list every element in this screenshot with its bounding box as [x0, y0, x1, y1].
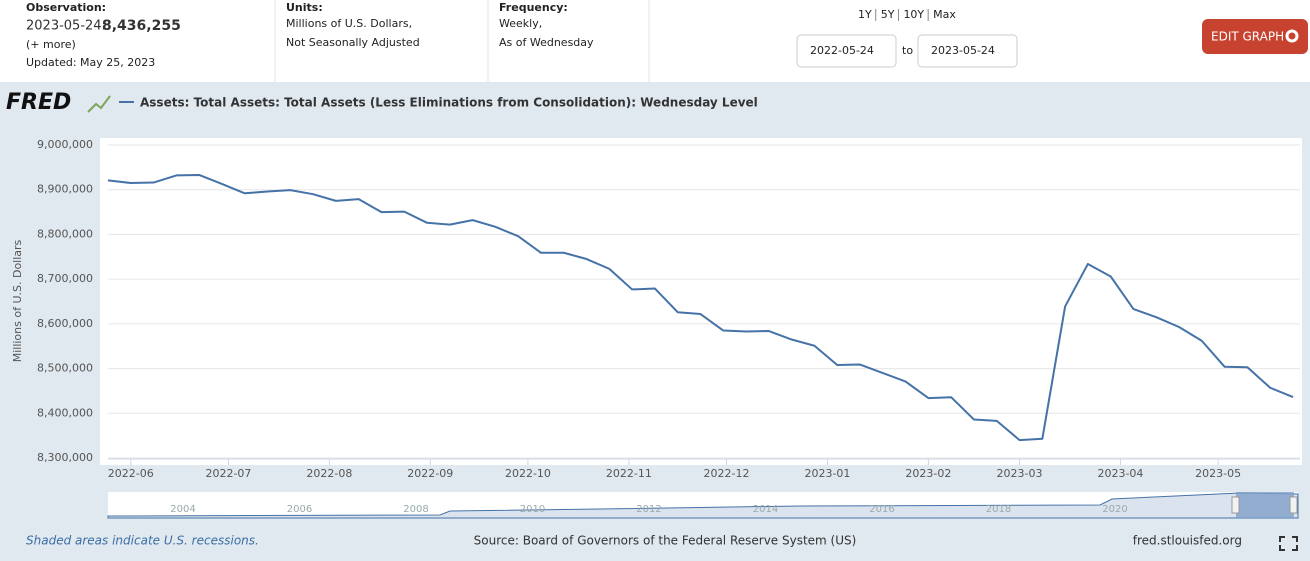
navigator-label: 2016: [869, 504, 894, 515]
x-tick-label: 2022-07: [205, 467, 251, 480]
units-line: Millions of U.S. Dollars,: [286, 17, 412, 30]
navigator-label: 2018: [986, 504, 1011, 515]
units-line: Not Seasonally Adjusted: [286, 36, 420, 49]
y-tick-label: 8,700,000: [37, 272, 93, 285]
gear-icon: [1285, 29, 1299, 43]
navigator-label: 2020: [1102, 504, 1127, 515]
header-bar: [0, 0, 1310, 82]
range-link[interactable]: 10Y: [903, 8, 924, 21]
y-tick-label: 8,900,000: [37, 183, 93, 196]
frequency-line: As of Wednesday: [499, 36, 594, 49]
observation-value: 8,436,255: [102, 18, 181, 34]
x-tick-label: 2022-08: [306, 467, 352, 480]
units-label: Units:: [286, 1, 323, 14]
fred-logo: FRED: [6, 90, 71, 115]
navigator-label: 2006: [287, 504, 312, 515]
observation-date: 2023-05-24:: [26, 19, 106, 34]
y-tick-label: 8,800,000: [37, 227, 93, 240]
to-label: to: [902, 44, 913, 57]
navigator-label: 2010: [520, 504, 545, 515]
series-line: [107, 173, 1294, 442]
x-tick-label: 2022-09: [407, 467, 453, 480]
frequency-label: Frequency:: [499, 1, 568, 14]
site: fred.stlouisfed.org: [1133, 534, 1242, 548]
frequency-line: Weekly,: [499, 17, 542, 30]
x-tick-label: 2022-10: [505, 467, 551, 480]
x-tick-label: 2023-01: [804, 467, 850, 480]
fullscreen-icon[interactable]: [1279, 536, 1298, 551]
range-link[interactable]: Max: [933, 8, 956, 21]
navigator-series: [107, 492, 1299, 519]
logo-icon: [87, 95, 111, 113]
observation-label: Observation:: [26, 1, 106, 14]
x-tick-label: 2022-12: [704, 467, 750, 480]
edit-graph-label: EDIT GRAPH: [1211, 30, 1284, 44]
more-link[interactable]: (+ more): [26, 38, 76, 51]
x-tick-label: 2023-03: [997, 467, 1043, 480]
navigator-label: 2008: [403, 504, 428, 515]
y-tick-label: 8,600,000: [37, 317, 93, 330]
navigator-selection[interactable]: [1236, 492, 1294, 518]
navigator-label: 2004: [170, 504, 195, 515]
x-tick-label: 2022-06: [108, 467, 154, 480]
x-tick-label: 2023-05: [1195, 467, 1241, 480]
end-date: 2023-05-24: [931, 44, 995, 57]
source: Source: Board of Governors of the Federa…: [474, 534, 857, 548]
y-tick-label: 8,400,000: [37, 406, 93, 419]
edit-graph-button[interactable]: [1202, 19, 1308, 54]
x-tick-label: 2023-02: [905, 467, 951, 480]
end-date-input[interactable]: [917, 34, 1018, 68]
y-tick-label: 9,000,000: [37, 138, 93, 151]
range-link[interactable]: 1Y: [858, 8, 872, 21]
y-tick-label: 8,500,000: [37, 362, 93, 375]
x-tick-label: 2023-04: [1097, 467, 1143, 480]
navigator-handle[interactable]: [1231, 496, 1240, 514]
navigator-label: 2012: [636, 504, 661, 515]
start-date-input[interactable]: [796, 34, 897, 68]
y-tick-label: 8,300,000: [37, 451, 93, 464]
range-link[interactable]: 5Y: [881, 8, 895, 21]
navigator-label: 2014: [753, 504, 778, 515]
navigator-handle[interactable]: [1289, 496, 1298, 514]
x-tick-label: 2022-11: [606, 467, 652, 480]
recessions-note: Shaded areas indicate U.S. recessions.: [26, 534, 259, 548]
legend-label: Assets: Total Assets: Total Assets (Less…: [140, 96, 758, 110]
y-axis-label: Millions of U.S. Dollars: [11, 239, 24, 362]
plot-area: [100, 138, 1302, 465]
updated: Updated: May 25, 2023: [26, 56, 155, 69]
start-date: 2022-05-24: [810, 44, 874, 57]
